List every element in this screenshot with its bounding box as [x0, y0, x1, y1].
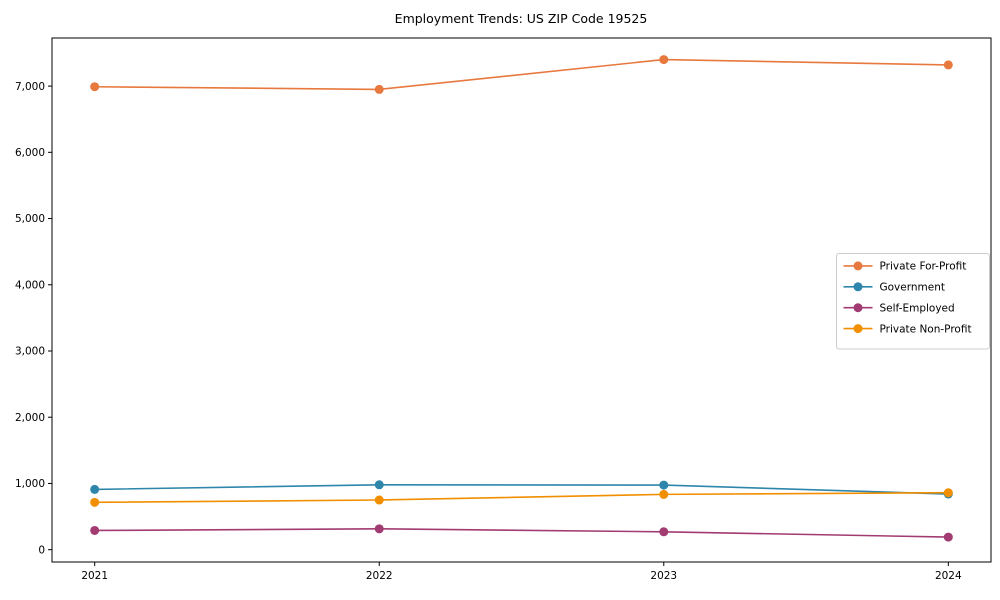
legend-label: Self-Employed [880, 302, 955, 314]
legend-swatch-marker [853, 261, 863, 271]
plot-area: 0 1,000 2,000 3,000 4,000 5,000 6,000 7,000 2021… [15, 37, 992, 582]
y-tick-label: 0 [38, 544, 45, 556]
legend-swatch-marker [853, 303, 863, 313]
y-tick-label: 1,000 [15, 478, 45, 490]
x-tick-label: 2023 [650, 570, 677, 582]
legend-label: Government [880, 282, 945, 294]
legend-swatch-marker [853, 282, 863, 292]
data-point [374, 84, 384, 94]
data-point [90, 82, 100, 92]
data-point [943, 60, 953, 70]
data-point [659, 527, 669, 537]
y-tick-label: 4,000 [15, 279, 45, 291]
y-tick-label: 3,000 [15, 346, 45, 358]
chart-title: Employment Trends: US ZIP Code 19525 [395, 11, 648, 26]
data-point [90, 525, 100, 535]
data-point [90, 497, 100, 507]
legend-swatch-marker [853, 324, 863, 334]
legend-box [836, 253, 990, 350]
data-point [659, 55, 669, 65]
data-point [659, 480, 669, 490]
legend-label: Private Non-Profit [880, 323, 972, 335]
data-point [374, 524, 384, 534]
series-line-private-non-profit [94, 491, 949, 504]
x-tick-label: 2024 [935, 570, 962, 582]
y-tick-label: 2,000 [15, 412, 45, 424]
data-point [943, 532, 953, 542]
y-tick-label: 6,000 [15, 147, 45, 159]
data-point [374, 480, 384, 490]
x-tick-label: 2022 [366, 570, 393, 582]
series-line-self-employed [94, 528, 949, 538]
y-tick-label: 5,000 [15, 213, 45, 225]
legend-label: Private For-Profit [880, 261, 967, 273]
data-point [943, 488, 953, 498]
series-line-private-for-profit [94, 58, 949, 91]
data-point [659, 489, 669, 499]
data-point [90, 484, 100, 494]
y-tick-label: 7,000 [15, 81, 45, 93]
data-point [374, 495, 384, 505]
axes-frame [51, 37, 992, 563]
x-tick-label: 2021 [81, 570, 108, 582]
series-line-government [94, 483, 949, 495]
